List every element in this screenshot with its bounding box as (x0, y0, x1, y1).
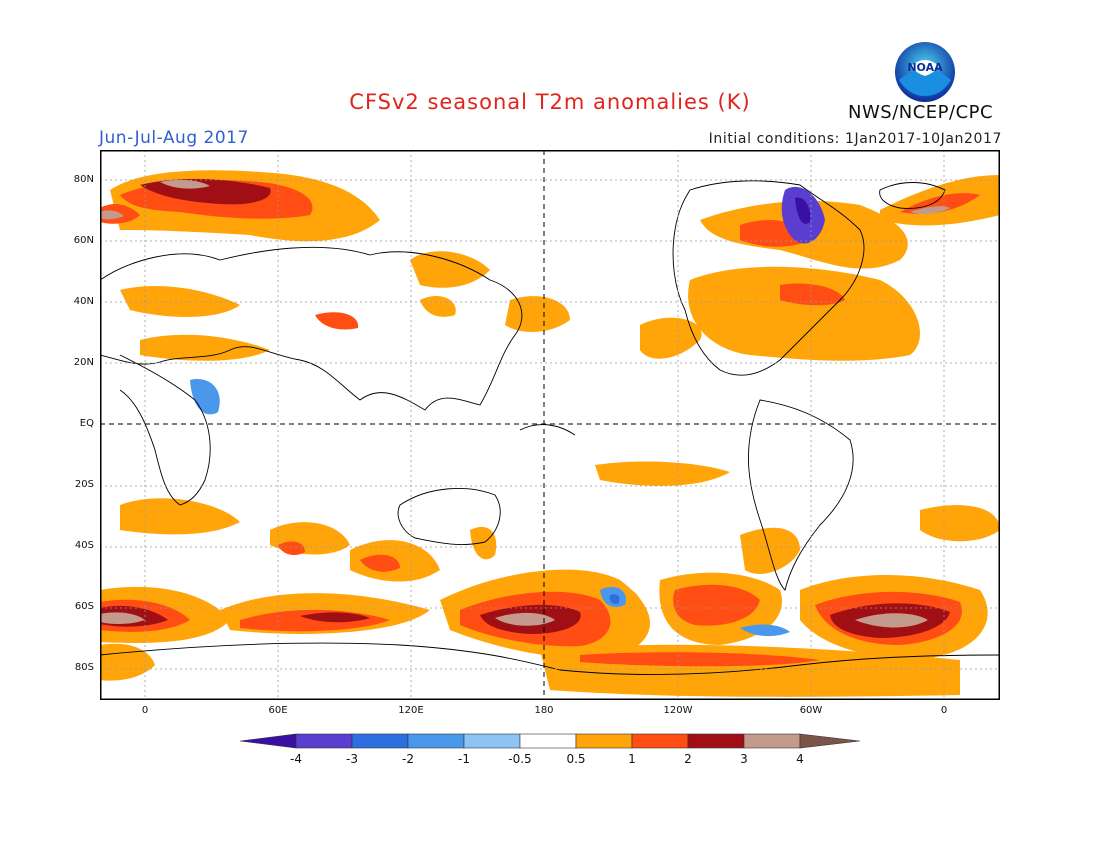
lon-label: 0 (940, 705, 948, 716)
reference-lines (100, 150, 1000, 700)
colorbar-label: -2 (402, 752, 414, 766)
lat-label: 20N (73, 357, 94, 368)
colorbar-swatch (687, 733, 745, 749)
lat-label: 60N (73, 235, 94, 246)
lat-lon-grid (100, 150, 1000, 700)
colorbar-swatch (240, 733, 297, 749)
lat-label: EQ (79, 418, 94, 429)
colorbar-label: -1 (458, 752, 470, 766)
colorbar-label: -3 (346, 752, 358, 766)
lat-label: 20S (74, 479, 94, 490)
colorbar-label: 4 (796, 752, 804, 766)
colorbar-swatch (519, 733, 577, 749)
lat-label: 60S (74, 601, 94, 612)
noaa-logo-icon: NOAA (895, 42, 955, 102)
chart-title: CFSv2 seasonal T2m anomalies (K) (349, 90, 751, 114)
anomaly-fields (100, 170, 1000, 697)
lon-label: 120W (663, 705, 693, 716)
lon-label: 120E (398, 705, 424, 716)
colorbar-label: 1 (628, 752, 636, 766)
season-label: Jun-Jul-Aug 2017 (99, 128, 249, 148)
colorbar (240, 733, 861, 749)
lat-label: 40S (74, 540, 94, 551)
colorbar-swatch (407, 733, 465, 749)
colorbar-label: 0.5 (566, 752, 586, 766)
colorbar-swatch (631, 733, 689, 749)
colorbar-swatch (743, 733, 801, 749)
noaa-logo-text: NOAA (907, 61, 943, 74)
lon-label: 60E (268, 705, 288, 716)
map-frame (100, 150, 1000, 700)
colorbar-swatch (799, 733, 861, 749)
colorbar-swatch (463, 733, 521, 749)
lon-label: 60W (799, 705, 823, 716)
colorbar-swatch (351, 733, 409, 749)
colorbar-swatch (295, 733, 353, 749)
anomaly-map (100, 150, 1000, 700)
colorbar-label: 3 (740, 752, 748, 766)
colorbar-label: 2 (684, 752, 692, 766)
coastlines (100, 180, 1000, 676)
lon-label: 0 (141, 705, 149, 716)
colorbar-swatch (575, 733, 633, 749)
lon-label: 180 (534, 705, 554, 716)
agency-label: NWS/NCEP/CPC (848, 102, 994, 123)
lat-label: 80N (73, 174, 94, 185)
lat-label: 80S (74, 662, 94, 673)
lat-label: 40N (73, 296, 94, 307)
colorbar-label: -4 (290, 752, 302, 766)
colorbar-label: -0.5 (508, 752, 532, 766)
initial-conditions-label: Initial conditions: 1Jan2017-10Jan2017 (708, 131, 1002, 147)
